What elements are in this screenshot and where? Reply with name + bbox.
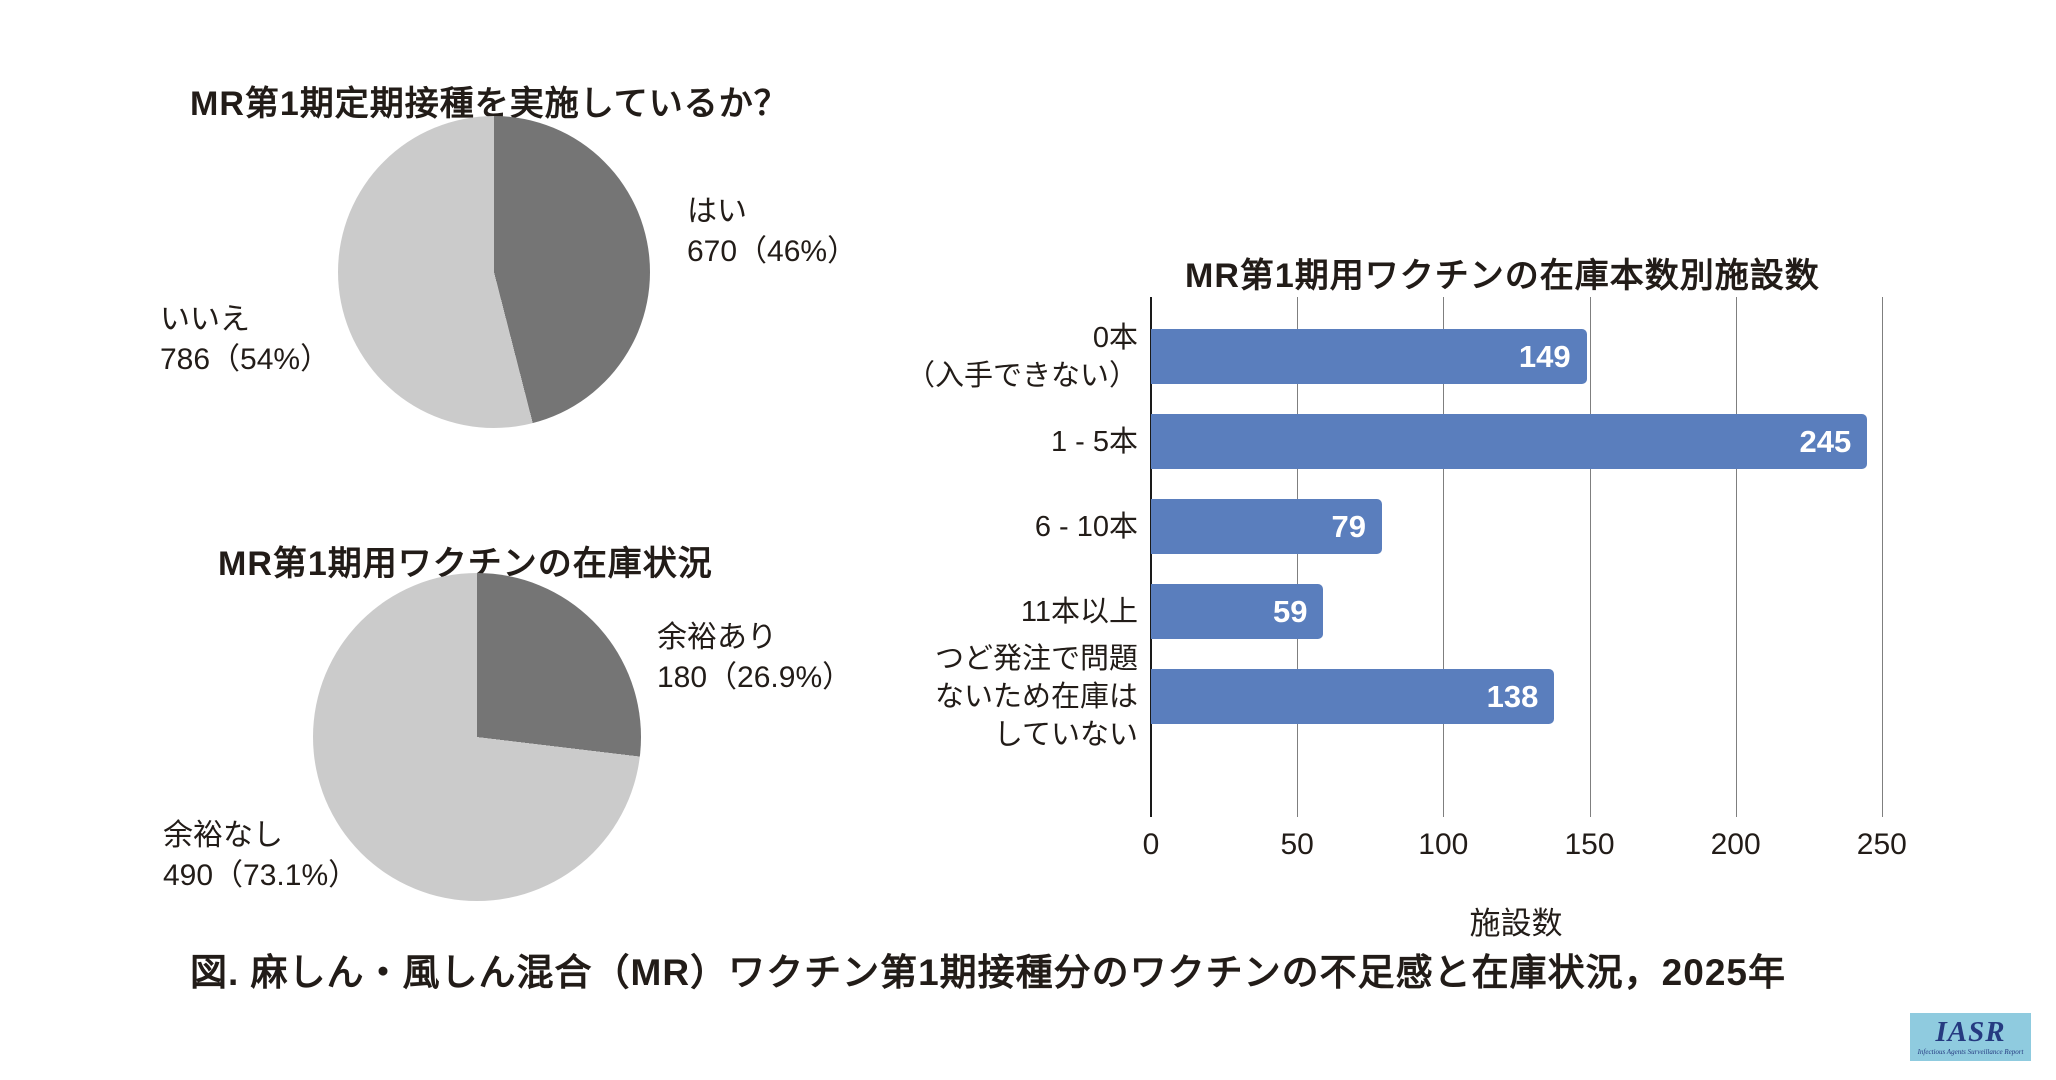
bar-value-label-0: 149	[1518, 339, 1571, 374]
bar-1: 245	[1151, 414, 1868, 469]
iasr-logo-subtext: Infectious Agents Surveillance Report	[1917, 1048, 2024, 1056]
iasr-logo-text: IASR	[1935, 1016, 2006, 1048]
pie1-label-yes: はい 670（46%）	[687, 192, 857, 272]
pie1-slice-no-value: 786（54%）	[160, 343, 331, 376]
pie1-label-no: いいえ 786（54%）	[160, 300, 330, 380]
pie2-slice-available-label: 余裕あり	[657, 621, 777, 654]
pie2-slice-short-value: 490（73.1%）	[163, 859, 359, 892]
figure-caption: 図. 麻しん・風しん混合（MR）ワクチン第1期接種分のワクチンの不足感と在庫状況…	[190, 952, 1786, 993]
x-tick-label-150: 150	[1564, 828, 1615, 861]
gridline-250	[1881, 297, 1883, 817]
x-tick-label-0: 0	[1142, 828, 1160, 861]
bar-category-label-line: 0本	[1092, 321, 1138, 354]
bar-chart-y-axis-line	[1150, 297, 1152, 817]
bar-chart-title: MR第1期用ワクチンの在庫本数別施設数	[1185, 257, 1820, 296]
bar-category-label-line: 6 - 10本	[1034, 510, 1138, 543]
bar-0: 149	[1151, 329, 1587, 384]
bar-chart-x-tick-labels: 0 50 100 150 200 250	[1143, 828, 1990, 868]
x-tick-label-50: 50	[1280, 828, 1314, 861]
pie2-graphic	[313, 573, 641, 901]
bar-value-label-2: 79	[1331, 509, 1366, 544]
bar-category-label-4: つど発注で問題 ないため在庫はしていない	[818, 640, 1138, 754]
pie1-slice-yes-value: 670（46%）	[687, 235, 858, 268]
bar-category-label-0: 0本 （入手できない）	[818, 319, 1138, 395]
x-tick-label-200: 200	[1710, 828, 1761, 861]
gridline-100	[1443, 297, 1445, 817]
bar-value-label-4: 138	[1486, 679, 1539, 714]
iasr-logo: IASR Infectious Agents Surveillance Repo…	[1910, 1013, 2031, 1061]
bar-category-label-line: していない	[993, 718, 1138, 751]
pie2-label-stock-available: 余裕あり 180（26.9%）	[657, 618, 852, 698]
bar-category-label-line: 11本以上	[1020, 595, 1138, 628]
bar-category-label-1: 1 - 5本	[818, 423, 1138, 461]
bar-category-label-line: つど発注で問題	[934, 642, 1138, 675]
bar-value-label-1: 245	[1799, 424, 1852, 459]
bar-value-label-3: 59	[1272, 594, 1308, 629]
x-tick-label-250: 250	[1856, 828, 1907, 861]
bar-category-label-line: （入手できない）	[905, 359, 1138, 392]
bar-category-label-line: ないため在庫は	[934, 680, 1138, 713]
gridline-200	[1735, 297, 1737, 817]
pie1-slice-no-label: いいえ	[160, 303, 250, 336]
bar-category-label-3: 11本以上	[818, 593, 1138, 631]
bar-chart-plot-area: 149 245 79 59 138	[1150, 297, 1990, 817]
bar-4: 138	[1151, 669, 1555, 724]
x-tick-label-100: 100	[1418, 828, 1469, 861]
pie1-graphic	[338, 116, 650, 428]
pie2-slice-available-value: 180（26.9%）	[657, 661, 853, 694]
bar-category-label-line: 1 - 5本	[1050, 425, 1138, 458]
bar-category-label-2: 6 - 10本	[818, 508, 1138, 546]
bar-3: 59	[1151, 584, 1324, 639]
pie1-slice-yes-label: はい	[687, 195, 747, 228]
gridline-150	[1589, 297, 1591, 817]
pie2-slice-short-label: 余裕なし	[163, 819, 283, 852]
bar-chart-x-axis-label: 施設数	[1469, 906, 1563, 941]
bar-2: 79	[1151, 499, 1382, 554]
pie2-label-stock-short: 余裕なし 490（73.1%）	[163, 816, 358, 896]
gridline-50	[1297, 297, 1299, 817]
